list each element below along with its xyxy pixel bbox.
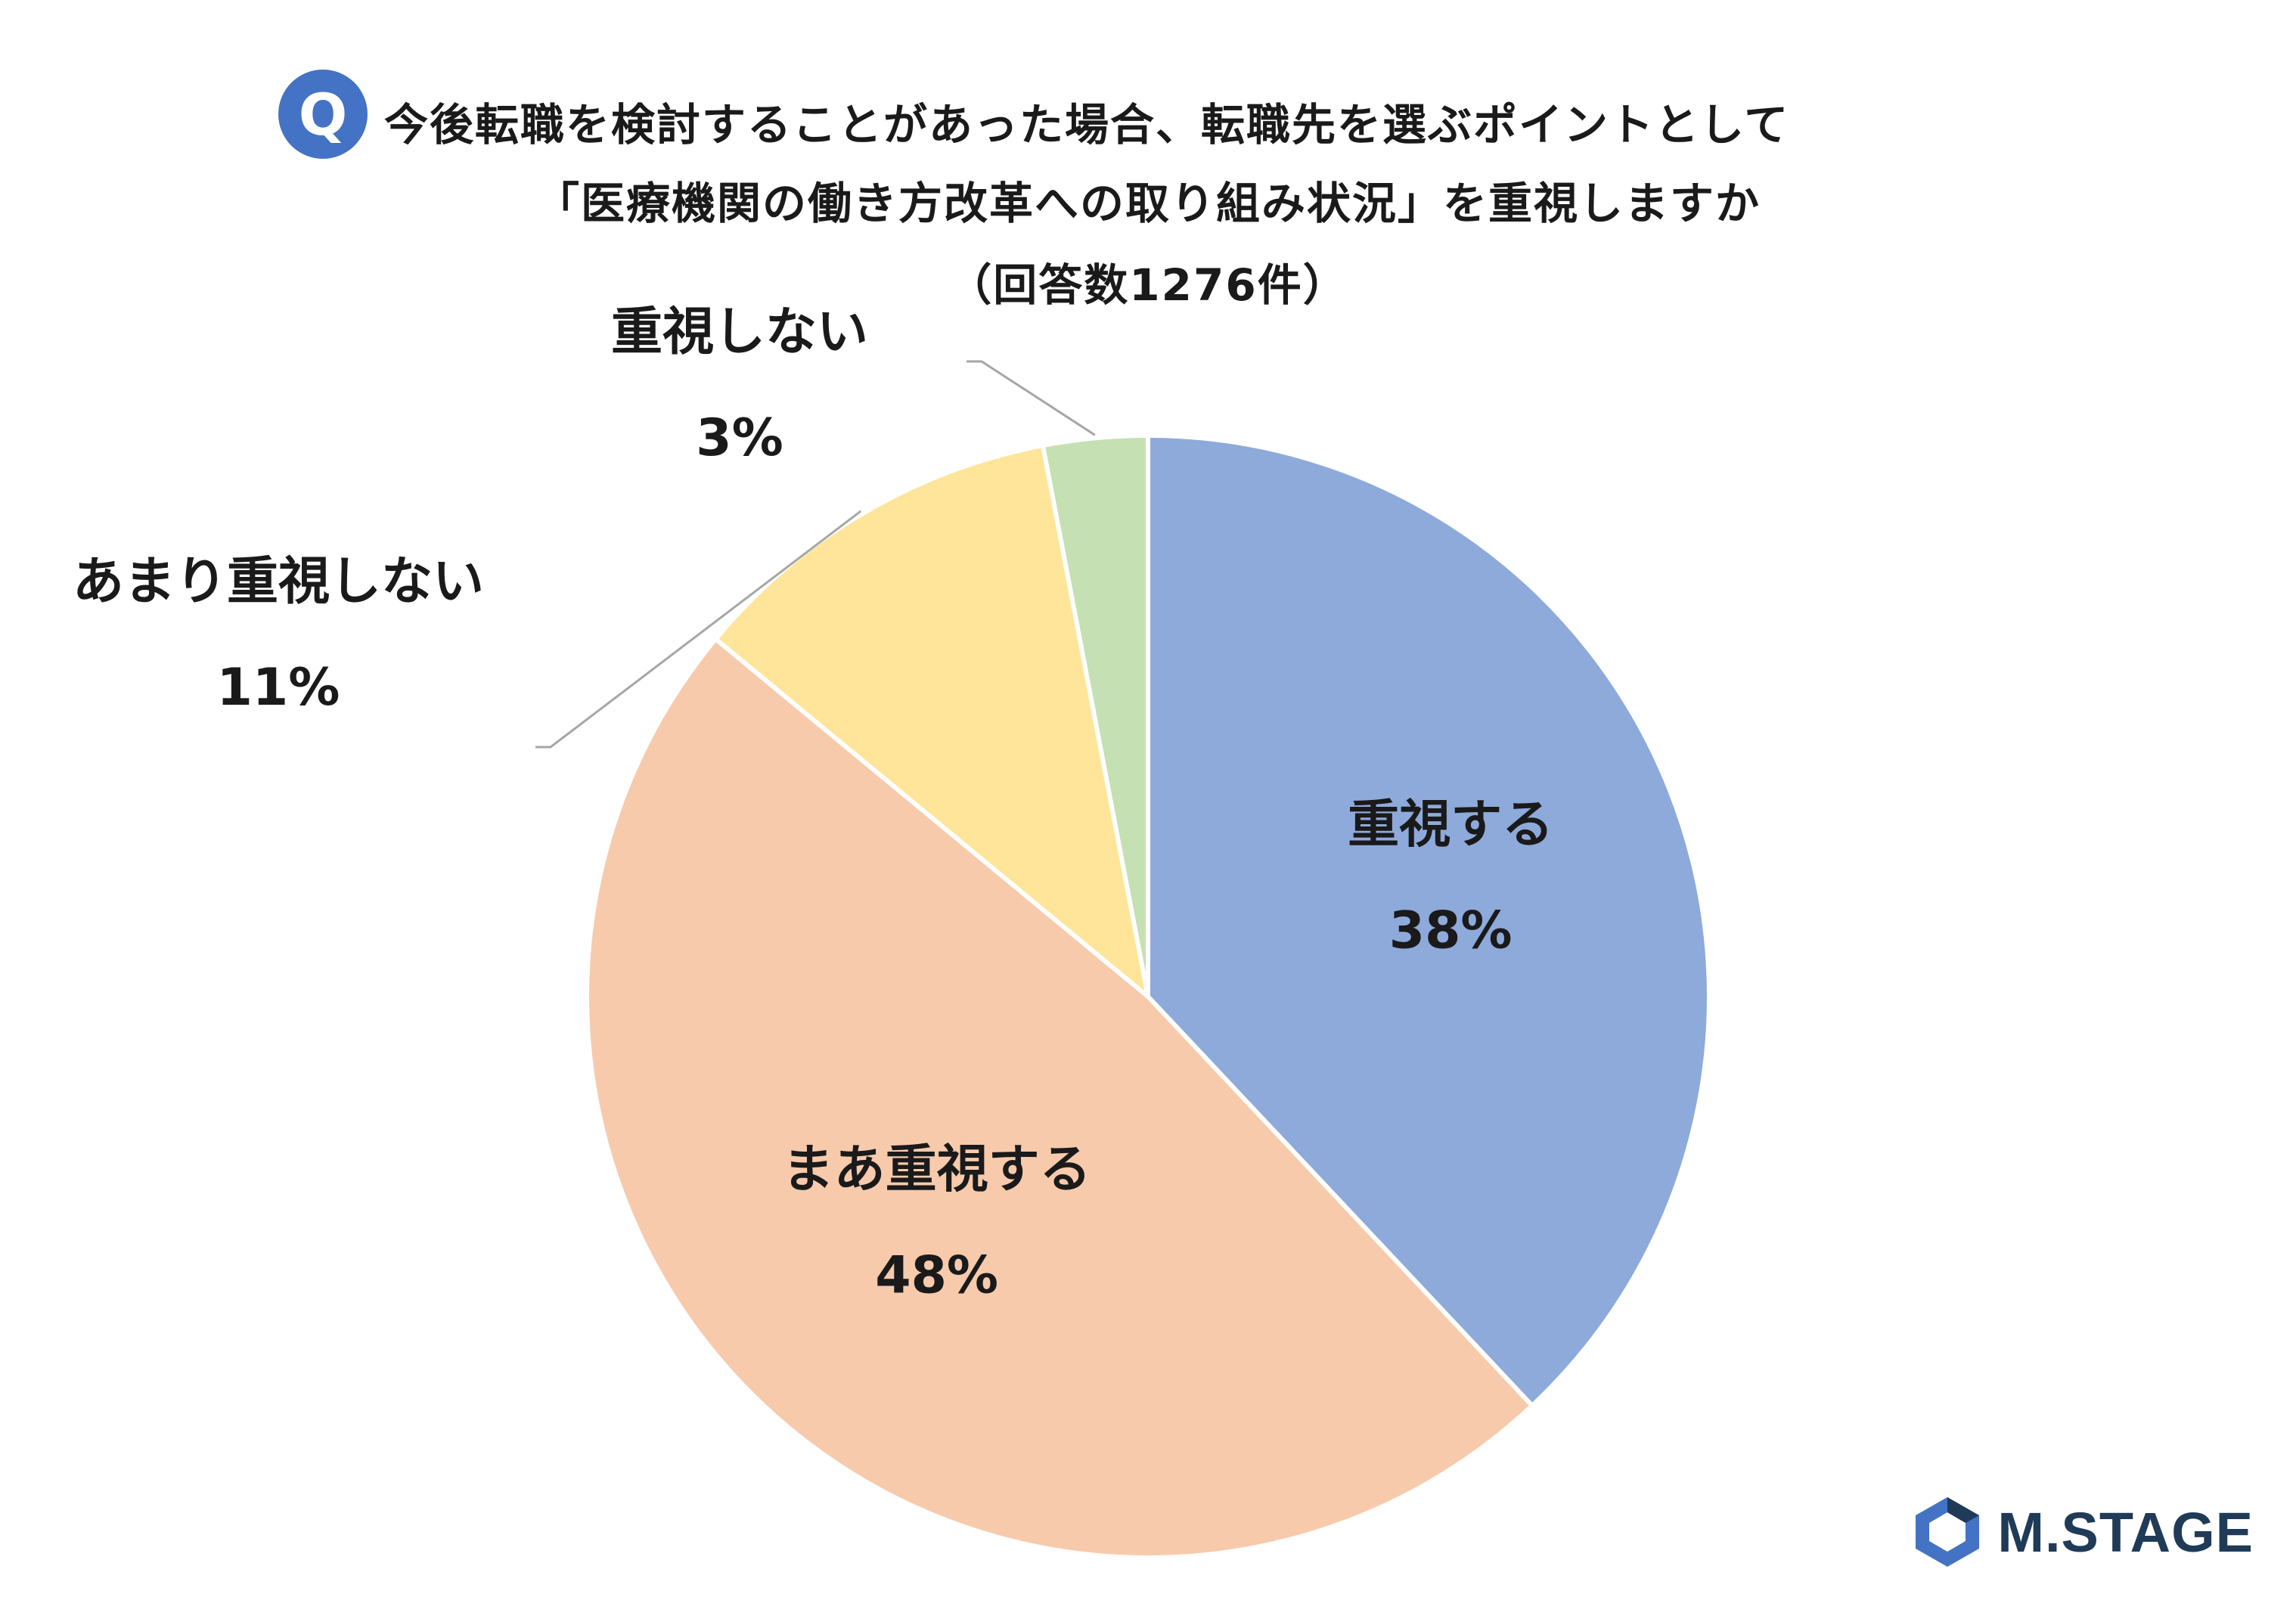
slice-percent: 48% <box>875 1245 998 1305</box>
leader-line <box>966 360 1096 436</box>
mstage-logo: M.STAGE <box>1911 1494 2254 1570</box>
slice-label: まあ重視する <box>783 1140 1091 1199</box>
slice-percent: 38% <box>1389 901 1513 960</box>
slice-label: 重視する <box>1348 795 1553 854</box>
logo-mark-icon <box>1916 1497 1980 1567</box>
chart-title-line2: 「医療機関の働き方改革への取り組み状況」を重視しますか <box>535 178 1761 229</box>
slice-label: あまり重視しない <box>73 552 484 612</box>
pie-slice <box>712 442 1152 1003</box>
chart-subtitle: （回答数1276件） <box>948 259 1348 311</box>
slice-label: 重視しない <box>611 302 868 362</box>
slice-percent: 11% <box>217 658 340 718</box>
pie-slice <box>585 635 1536 1560</box>
pie-slice <box>1040 433 1150 997</box>
pie-slice <box>1146 433 1711 1409</box>
slice-percent: 3% <box>696 408 783 468</box>
chart-title-line1: 今後転職を検討することがあった場合、転職先を選ぶポイントとして <box>384 99 1790 150</box>
logo-text: M.STAGE <box>1997 1500 2254 1564</box>
question-badge: Q <box>278 70 368 159</box>
leader-line <box>535 510 862 749</box>
